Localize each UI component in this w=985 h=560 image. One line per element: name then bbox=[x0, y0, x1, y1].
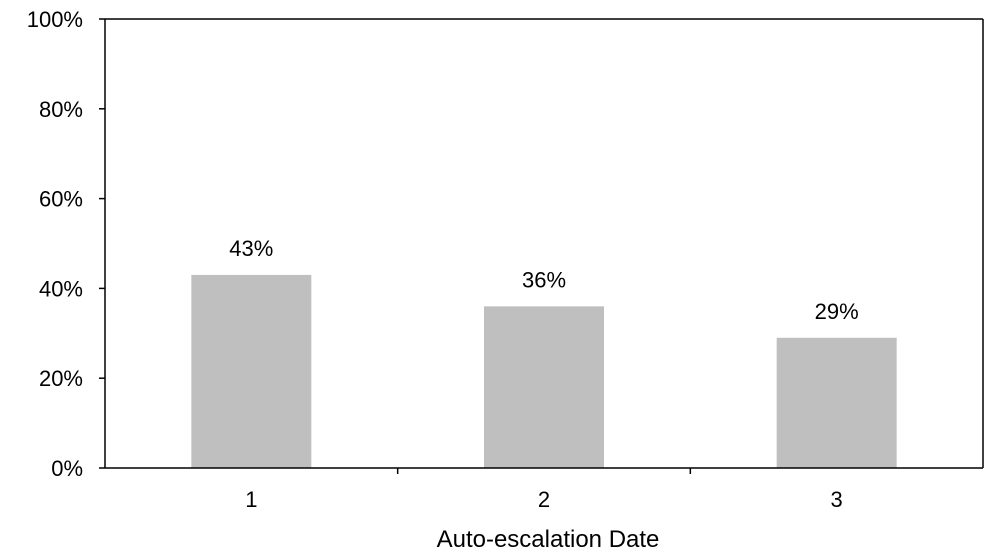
y-tick-label: 20% bbox=[39, 366, 83, 391]
data-label-2: 36% bbox=[522, 267, 566, 292]
y-tick-label: 40% bbox=[39, 276, 83, 301]
x-axis-title: Auto-escalation Date bbox=[437, 526, 660, 553]
bar-1 bbox=[191, 274, 312, 468]
y-tick-label: 80% bbox=[39, 97, 83, 122]
data-label-3: 29% bbox=[815, 299, 859, 324]
y-tick-label: 100% bbox=[27, 7, 83, 32]
y-tick-label: 60% bbox=[39, 187, 83, 212]
y-tick-label: 0% bbox=[51, 456, 83, 481]
x-tick-label-1: 1 bbox=[245, 487, 257, 512]
data-label-1: 43% bbox=[229, 236, 273, 261]
x-tick-label-3: 3 bbox=[831, 487, 843, 512]
x-tick-label-2: 2 bbox=[538, 487, 550, 512]
bar-3 bbox=[776, 337, 897, 468]
bar-2 bbox=[484, 306, 604, 468]
